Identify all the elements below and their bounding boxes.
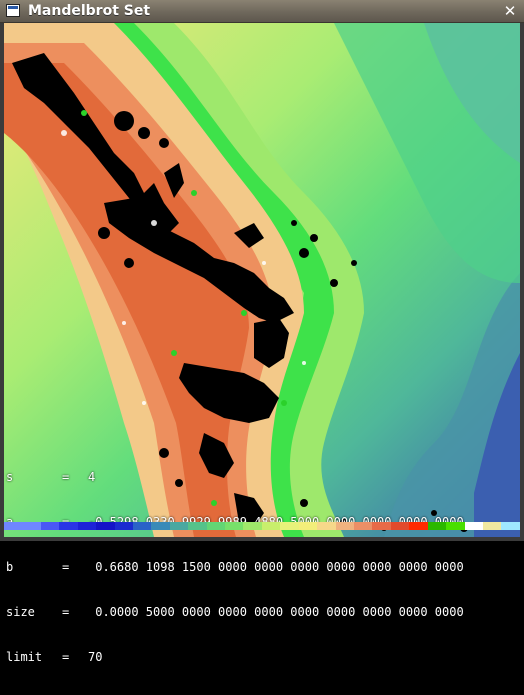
palette-swatch xyxy=(354,522,373,530)
fractal-set-region xyxy=(12,53,468,532)
readout-row-s: s = 4 xyxy=(6,470,464,485)
palette-swatch xyxy=(188,522,207,530)
palette-swatch xyxy=(96,522,115,530)
readout-eq-limit: = xyxy=(62,650,70,664)
palette-swatch xyxy=(390,522,410,530)
palette-swatch xyxy=(206,522,226,530)
readout-value-s: 4 xyxy=(88,470,96,484)
mandelbrot-window: Mandelbrot Set ✕ xyxy=(0,0,524,664)
title-bar[interactable]: Mandelbrot Set ✕ xyxy=(0,0,524,23)
readout-label-b: b xyxy=(6,560,14,574)
color-palette-bar xyxy=(4,522,520,530)
palette-swatch xyxy=(280,522,299,530)
readout-row-size: size = 0.0000 5000 0000 0000 0000 0000 0… xyxy=(6,605,464,620)
palette-swatch xyxy=(4,522,23,530)
readout-row-limit: limit = 70 xyxy=(6,650,464,665)
readout-label-s: s xyxy=(6,470,14,484)
palette-swatch xyxy=(372,522,391,530)
palette-swatch xyxy=(151,522,170,530)
palette-swatch xyxy=(22,522,41,530)
palette-swatch xyxy=(317,522,336,530)
readout-value-b: 0.6680 1098 1500 0000 0000 0000 0000 000… xyxy=(88,560,464,574)
close-icon[interactable]: ✕ xyxy=(503,2,517,20)
window-icon[interactable] xyxy=(6,4,20,17)
readout-eq-s: = xyxy=(62,470,70,484)
readout-value-limit: 70 xyxy=(88,650,103,664)
readout-value-size: 0.0000 5000 0000 0000 0000 0000 0000 000… xyxy=(88,605,464,619)
palette-swatch xyxy=(335,522,355,530)
palette-swatch xyxy=(132,522,152,530)
palette-swatch xyxy=(298,522,318,530)
palette-swatch xyxy=(40,522,60,530)
parameter-readout: s = 4 a = -0.5298 0330 9929 9989 4880 50… xyxy=(6,440,464,695)
palette-swatch xyxy=(114,522,133,530)
readout-eq-size: = xyxy=(62,605,70,619)
palette-swatch xyxy=(464,522,483,530)
palette-swatch xyxy=(243,522,262,530)
palette-swatch xyxy=(482,522,502,530)
fractal-image xyxy=(4,23,520,537)
readout-eq-b: = xyxy=(62,560,70,574)
readout-label-limit: limit xyxy=(6,650,43,664)
palette-swatch xyxy=(225,522,244,530)
fractal-canvas[interactable] xyxy=(4,23,520,537)
palette-swatch xyxy=(409,522,428,530)
readout-row-b: b = 0.6680 1098 1500 0000 0000 0000 0000… xyxy=(6,560,464,575)
palette-swatch xyxy=(446,522,465,530)
palette-swatch xyxy=(427,522,447,530)
palette-swatch xyxy=(501,522,520,530)
palette-swatch xyxy=(59,522,78,530)
readout-label-size: size xyxy=(6,605,35,619)
palette-swatch xyxy=(261,522,281,530)
window-title: Mandelbrot Set xyxy=(28,3,151,19)
palette-swatch xyxy=(77,522,97,530)
palette-swatch xyxy=(169,522,189,530)
